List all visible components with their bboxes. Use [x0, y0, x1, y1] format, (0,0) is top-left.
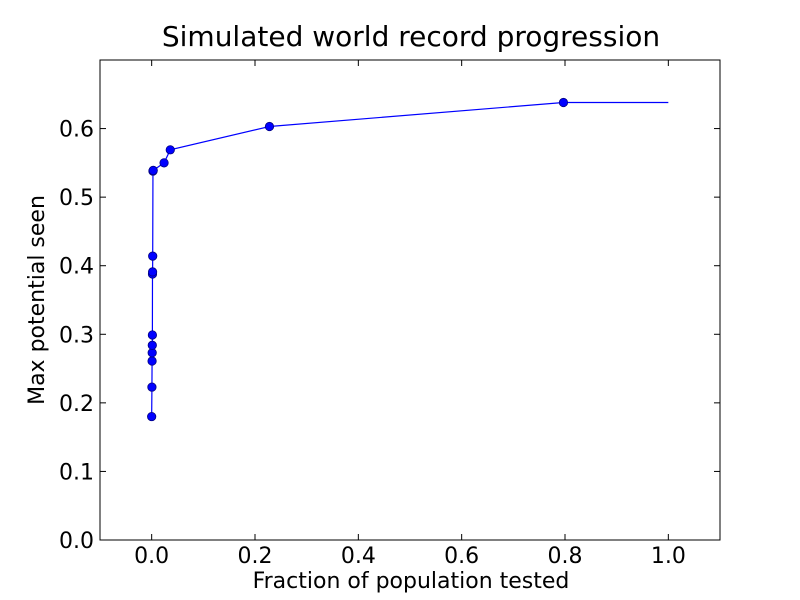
data-point — [147, 348, 157, 358]
series-line — [151, 101, 669, 417]
y-axis-label: Max potential seen — [25, 195, 50, 405]
x-tick-label: 1.0 — [651, 544, 686, 569]
y-tick-label: 0.6 — [59, 118, 94, 143]
data-point — [264, 121, 275, 132]
data-point — [147, 340, 157, 350]
x-axis-label: Fraction of population tested — [253, 569, 570, 594]
data-point — [147, 330, 157, 340]
y-tick-label: 0.0 — [59, 529, 94, 554]
plot-area — [147, 97, 669, 422]
y-tick-label: 0.2 — [59, 392, 94, 417]
data-point — [147, 267, 158, 277]
y-tick-label: 0.1 — [59, 460, 94, 485]
x-tick-label: 0.8 — [548, 544, 583, 569]
y-tick-label: 0.5 — [59, 186, 94, 211]
data-point — [165, 145, 175, 155]
data-point — [148, 165, 158, 175]
x-tick-label: 0.0 — [134, 544, 169, 569]
data-point — [558, 97, 569, 108]
data-point — [147, 411, 157, 422]
data-point — [148, 251, 158, 261]
x-tick-label: 0.6 — [444, 544, 479, 569]
x-tick-label: 0.4 — [341, 544, 376, 569]
x-tick-label: 0.2 — [238, 544, 273, 569]
data-point — [159, 158, 169, 168]
y-tick-label: 0.4 — [59, 255, 94, 280]
axis-ticks: 0.0 0.2 0.4 0.6 0.8 1.0 0.0 0.1 0.2 0.3 0.4 0.5 0.6 — [59, 60, 720, 569]
chart-title: Simulated world record progression — [162, 20, 660, 53]
data-point — [147, 382, 157, 392]
data-point — [147, 356, 157, 366]
y-tick-label: 0.3 — [59, 323, 94, 348]
axes-frame — [99, 59, 721, 541]
